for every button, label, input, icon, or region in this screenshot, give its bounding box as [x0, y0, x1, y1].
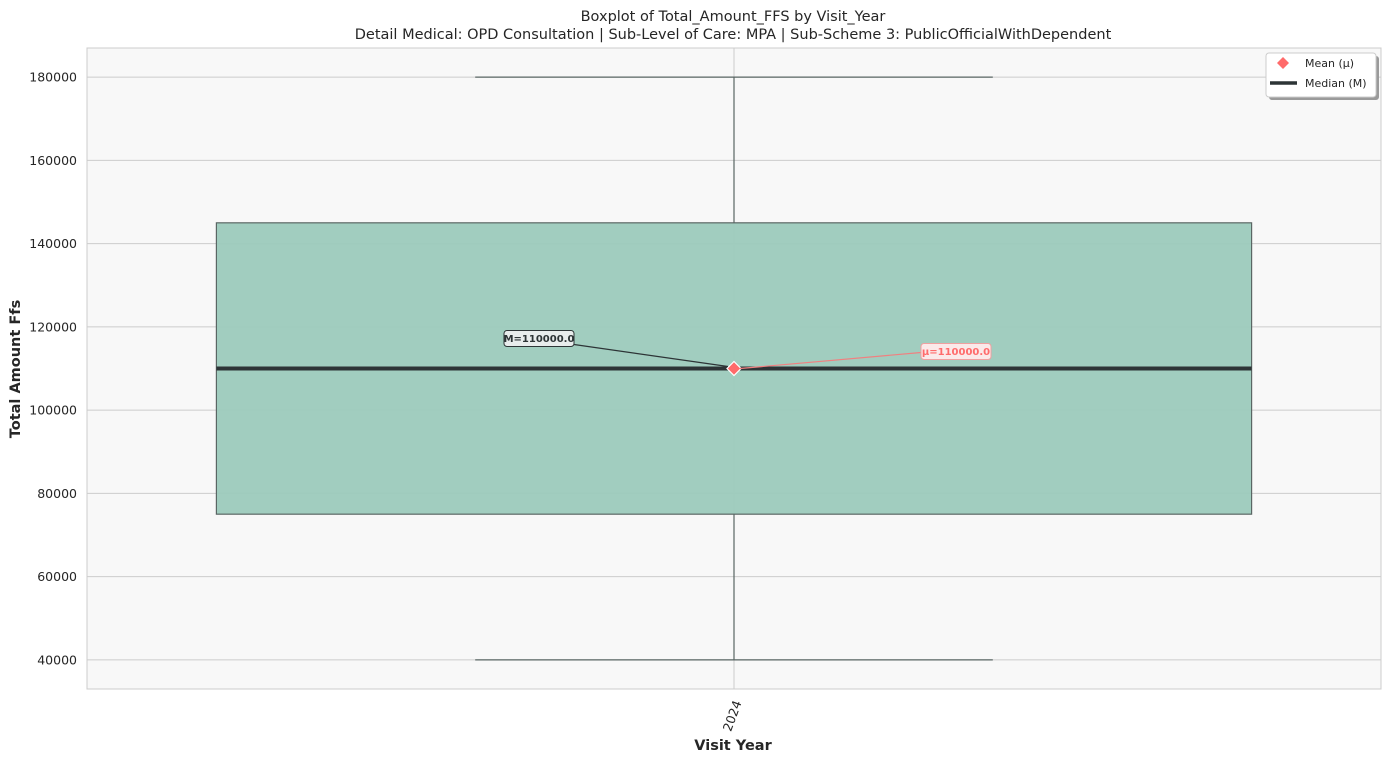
y-tick-label: 100000: [29, 403, 77, 418]
x-tick-layer: 2024: [720, 698, 745, 733]
y-axis-label: Total Amount Ffs: [8, 300, 24, 438]
mean-annotation-box: [920, 343, 992, 360]
y-tick-label: 160000: [29, 153, 77, 168]
legend: Mean (μ) Median (M): [1265, 52, 1379, 100]
legend-mean-diamond-icon: [1277, 57, 1289, 69]
chart-subtitle: Detail Medical: OPD Consultation | Sub-L…: [355, 27, 1112, 43]
median-annotation-box: [503, 330, 575, 347]
y-tick-label: 40000: [37, 652, 77, 667]
median-annotation-arrow: [573, 343, 729, 368]
y-tick-label: 140000: [29, 236, 77, 251]
chart-title: Boxplot of Total_Amount_FFS by Visit_Yea…: [581, 9, 886, 25]
y-tick-layer: 40000 60000 80000 100000 120000 140000 160000 1…: [29, 70, 77, 668]
mean-annotation-label: μ=110000.0: [922, 347, 990, 358]
y-tick-label: 120000: [29, 319, 77, 334]
mean-annotation-arrow: [739, 351, 922, 370]
legend-box: [1265, 52, 1377, 98]
x-tick-label: 2024: [720, 698, 745, 733]
annotation-layer: M=110000.0 μ=110000.0: [503, 330, 992, 370]
x-axis-label: Visit Year: [694, 738, 772, 754]
y-tick-label: 60000: [37, 569, 77, 584]
median-annotation-label: M=110000.0: [504, 334, 575, 345]
y-tick-label: 180000: [29, 70, 77, 85]
legend-median-label: Median (M): [1305, 77, 1367, 90]
legend-mean-label: Mean (μ): [1305, 57, 1354, 70]
box-layer: [215, 76, 1253, 661]
mean-marker: [726, 360, 742, 377]
y-tick-label: 80000: [37, 486, 77, 501]
